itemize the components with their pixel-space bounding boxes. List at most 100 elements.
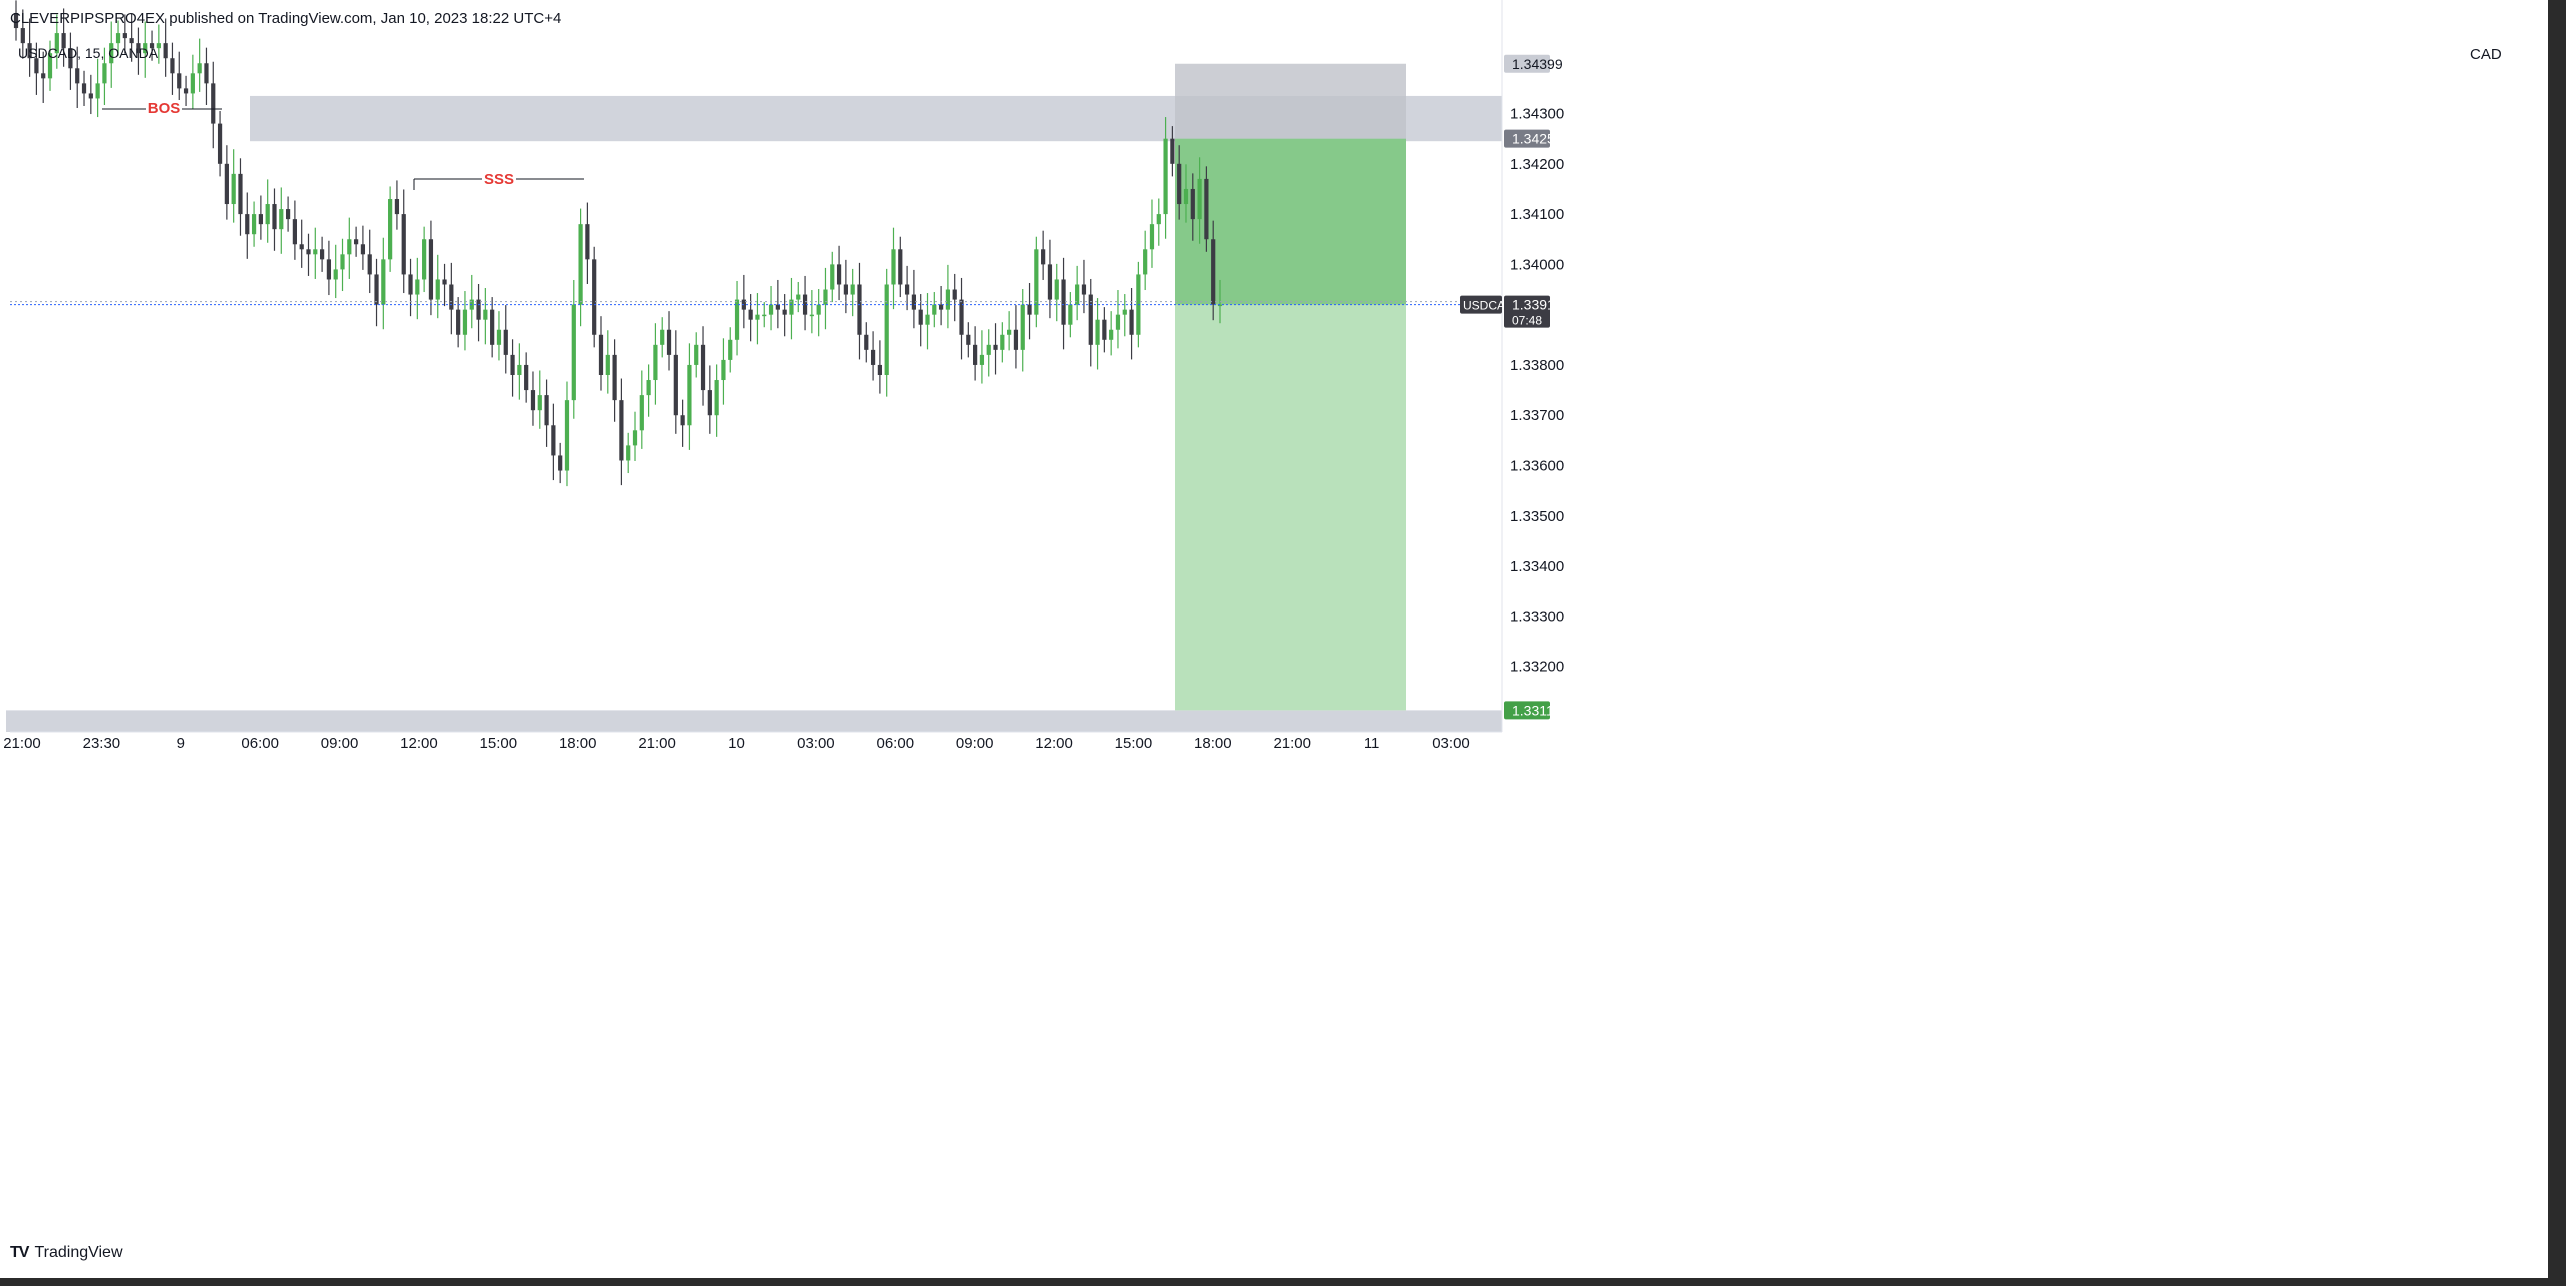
candle-body	[830, 264, 835, 290]
candle-body	[415, 279, 420, 295]
entry-price-tag: 1.34250	[1512, 131, 1563, 147]
candle-body	[1170, 138, 1175, 164]
candle-body	[1115, 314, 1121, 330]
candle-body	[707, 390, 712, 416]
candle-body	[217, 123, 223, 164]
footer-brand-label: TradingView	[34, 1244, 123, 1261]
candle-body	[41, 73, 46, 79]
candle-body	[95, 83, 100, 99]
candle-body	[979, 354, 985, 365]
candle-body	[177, 73, 182, 89]
candle-body	[422, 239, 427, 280]
candle-body	[109, 43, 114, 64]
candle-body	[354, 239, 359, 245]
candle-body	[694, 344, 699, 365]
candle-body	[442, 279, 447, 285]
candle-body	[1007, 329, 1012, 335]
stop-price-tag: 1.34399	[1512, 56, 1563, 72]
candle-body	[510, 354, 515, 375]
currency-label: CAD	[2470, 46, 2502, 63]
candle-body	[768, 304, 774, 315]
candle-body	[102, 63, 107, 84]
candle-body	[673, 354, 678, 416]
candle-body	[435, 279, 440, 300]
candle-body	[190, 73, 195, 94]
time-tick-label: 18:00	[559, 735, 597, 752]
bos-label-bg	[146, 100, 182, 118]
candle-body	[857, 284, 862, 335]
price-tick-label: 1.34300	[1510, 106, 1564, 123]
candle-body	[870, 349, 876, 365]
target-price-tag-bg	[1504, 701, 1550, 720]
stop-price-tag-bg	[1504, 54, 1550, 73]
footer-brand[interactable]: TV TradingView	[10, 1244, 123, 1262]
candle-body	[687, 364, 692, 426]
time-tick-label: 18:00	[1194, 735, 1232, 752]
candle-body	[1027, 304, 1032, 315]
candle-body	[612, 354, 617, 401]
candle-body	[143, 43, 148, 54]
candle-body	[796, 294, 801, 300]
candle-body	[1047, 264, 1053, 300]
candle-body	[1197, 178, 1202, 220]
price-tick-label: 1.33700	[1510, 407, 1564, 424]
price-tick-label: 1.34000	[1510, 256, 1564, 273]
candle-body	[782, 309, 787, 315]
candle-body	[639, 395, 644, 431]
candle-body	[993, 344, 998, 350]
candle-body	[1075, 284, 1080, 305]
candle-body	[986, 344, 991, 355]
candle-body	[714, 380, 719, 416]
candle-body	[1020, 304, 1025, 350]
candle-body	[319, 249, 325, 260]
bos-label: BOS	[148, 100, 181, 117]
candle-body	[537, 395, 542, 411]
candle-body	[1095, 319, 1100, 345]
candle-body	[231, 173, 236, 205]
time-tick-label: 15:00	[1115, 735, 1153, 752]
candle-body	[20, 28, 25, 44]
candle-body	[911, 294, 917, 310]
candle-body	[959, 299, 964, 335]
candle-body	[836, 264, 842, 285]
candle-body	[632, 430, 638, 446]
candle-body	[891, 249, 896, 285]
candle-body	[340, 254, 345, 270]
candle-body	[1211, 239, 1216, 305]
candle-body	[47, 53, 53, 79]
candle-body	[462, 309, 468, 335]
candle-body	[388, 199, 393, 260]
price-tick-label: 1.33300	[1510, 608, 1564, 625]
candle-body	[54, 33, 59, 54]
time-tick-label: 15:00	[480, 735, 518, 752]
axes-layer: 1.34300 1.34200 1.34100 1.34000 1.33800 1.337…	[3, 0, 1564, 752]
candle-body	[115, 33, 121, 44]
candle-body	[598, 334, 604, 375]
candle-body	[734, 299, 740, 340]
time-tick-label: 09:00	[321, 735, 359, 752]
candle-body	[34, 58, 39, 74]
price-tick-label: 1.33500	[1510, 508, 1564, 525]
candle-body	[748, 309, 753, 320]
candle-body	[1013, 329, 1019, 350]
candle-body	[1183, 188, 1189, 205]
candle-body	[503, 329, 508, 355]
candle-body	[564, 400, 570, 471]
candle-body	[680, 415, 685, 426]
time-tick-label: 10	[728, 735, 745, 752]
time-tick-label: 06:00	[877, 735, 915, 752]
sss-label: SSS	[484, 171, 514, 188]
bar-countdown: 07:48	[1512, 314, 1542, 328]
candle-body	[1054, 279, 1059, 300]
window-frame-bottom	[0, 1278, 2566, 1286]
candle-body	[292, 219, 298, 245]
symbol-legend[interactable]: USDCAD, 15, OANDA	[18, 45, 159, 61]
candle-body	[762, 314, 767, 317]
candle-body	[68, 48, 73, 69]
candle-body	[483, 309, 488, 320]
candle-body	[197, 63, 202, 74]
time-tick-label: 03:00	[797, 735, 835, 752]
candle-body	[544, 395, 549, 426]
time-tick-label: 11	[1364, 735, 1380, 752]
